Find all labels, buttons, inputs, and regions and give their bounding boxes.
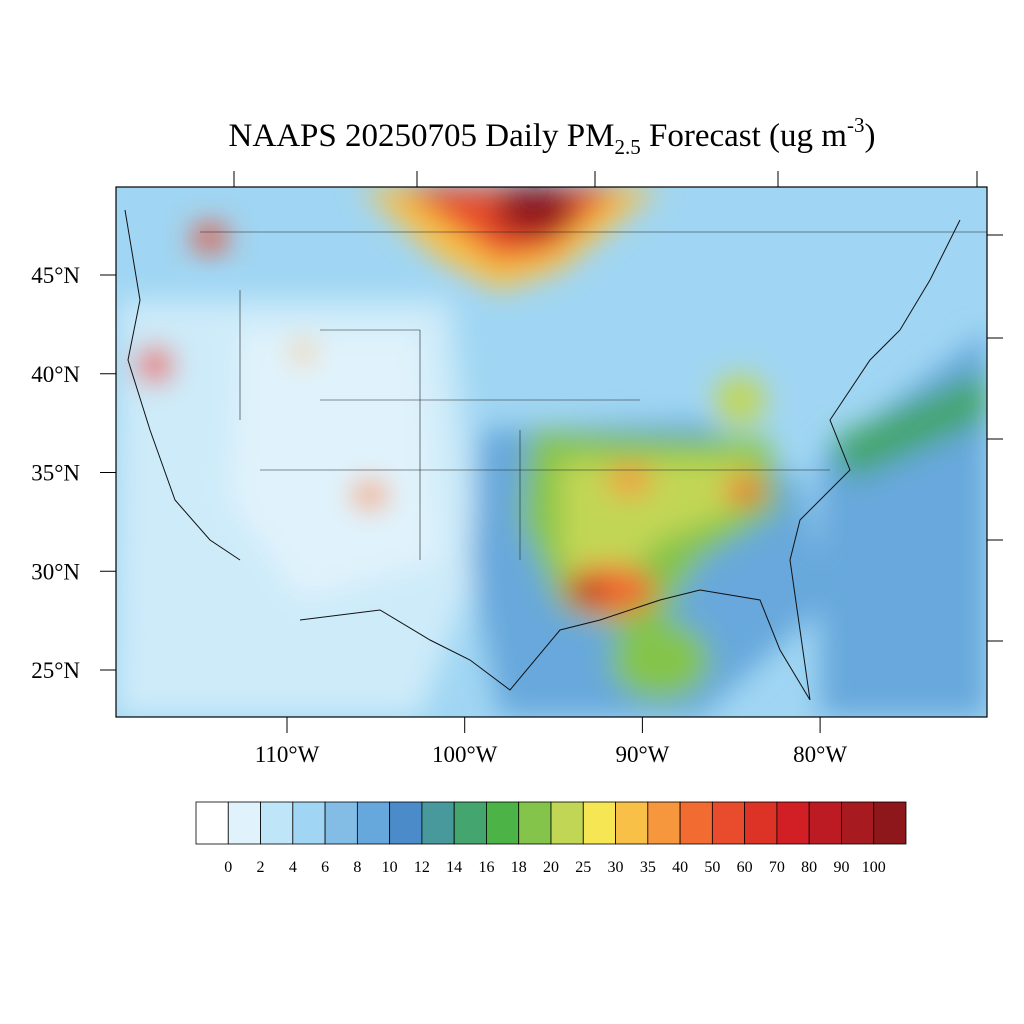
colorbar-label: 40 [672,859,688,876]
colorbar-label: 35 [640,859,656,876]
map-field [116,187,987,717]
title-sub: 2.5 [615,135,641,159]
map-frame [115,186,988,718]
lat-label: 25°N [31,658,80,683]
colorbar-box [711,801,746,845]
colorbar-box [195,801,229,845]
lon-label: 110°W [255,742,320,767]
colorbar-box [873,801,907,845]
colorbar-box [292,801,326,845]
colorbar-label: 30 [608,859,624,876]
colorbar-box [421,801,455,845]
colorbar-label: 12 [414,859,430,876]
colorbar-box [486,801,520,845]
lat-label: 30°N [31,559,80,584]
lon-label: 90°W [615,742,669,767]
colorbar-box [260,801,294,845]
title: NAAPS 20250705 Daily PM2.5 Forecast (ug … [229,113,876,159]
lat-label: 35°N [31,461,80,486]
colorbar-label: 100 [862,859,886,876]
colorbar-box [776,801,810,845]
colorbar-label: 8 [353,859,361,876]
colorbar-box [324,801,358,845]
colorbar-box [679,801,713,845]
title-end: ) [864,118,875,154]
colorbar-label: 14 [446,859,462,876]
colorbar-box [615,801,649,845]
colorbar-box [227,801,261,845]
colorbar-label: 2 [257,859,265,876]
colorbar-label: 60 [737,859,753,876]
title-sup: -3 [847,113,865,137]
colorbar-label: 6 [321,859,329,876]
colorbar-box [744,801,778,845]
colorbar-box [841,801,875,845]
lat-label: 45°N [31,263,80,288]
colorbar-box [550,801,584,845]
title-main: NAAPS 20250705 Daily PM [229,118,615,154]
colorbar-label: 18 [511,859,527,876]
colorbar-box [582,801,616,845]
colorbar-label: 20 [543,859,559,876]
colorbar-box [453,801,487,845]
colorbar-label: 10 [382,859,398,876]
colorbar-box [808,801,842,845]
colorbar-label: 90 [833,859,849,876]
colorbar-label: 0 [224,859,232,876]
colorbar-label: 4 [289,859,297,876]
colorbar-label: 25 [575,859,591,876]
colorbar-box [518,801,552,845]
colorbar-label: 70 [769,859,785,876]
title-middle: Forecast (ug m [641,118,848,154]
colorbar-box [647,801,681,845]
colorbar-box [389,801,423,845]
lon-label: 100°W [432,742,498,767]
frame-ticks [233,171,1003,642]
lon-label: 80°W [793,742,847,767]
colorbar-box [356,801,391,845]
colorbar-label: 16 [478,859,494,876]
lat-label: 40°N [31,362,80,387]
colorbar-label: 80 [801,859,817,876]
colorbar-label: 50 [704,859,720,876]
